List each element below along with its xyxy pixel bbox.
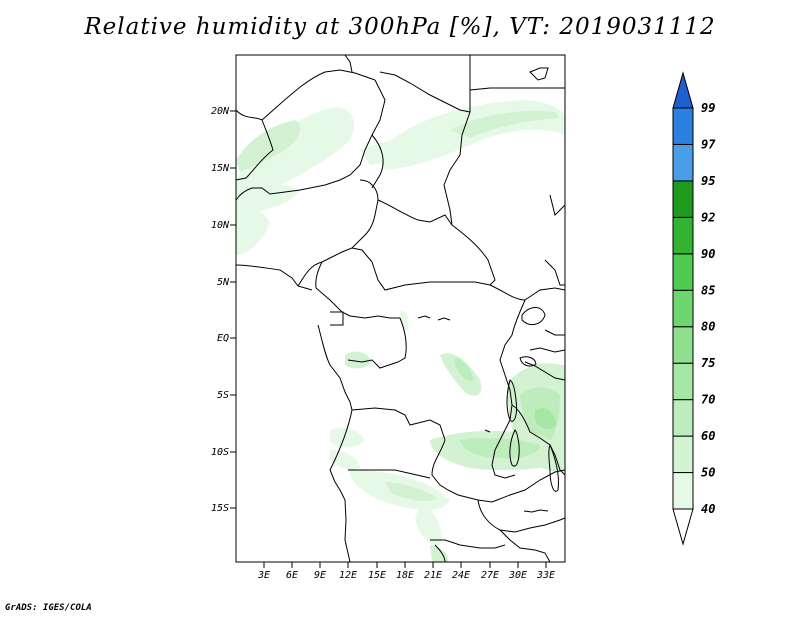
lon-label-18e: 18E	[396, 570, 414, 581]
lakes	[417, 67, 559, 513]
colorbar-label: 99	[701, 101, 715, 115]
colorbar-label: 75	[701, 356, 715, 370]
colorbar-segment	[672, 362, 694, 401]
lon-label-3e: 3E	[257, 570, 270, 581]
lat-label-10s: 10S	[211, 447, 229, 458]
axis-ticks	[230, 110, 547, 568]
colorbar-segment	[672, 472, 694, 510]
lon-label-27e: 27E	[481, 570, 499, 581]
lon-label-15e: 15E	[368, 570, 386, 581]
lon-label-6e: 6E	[286, 570, 298, 581]
colorbar-top-arrow	[672, 71, 694, 109]
map-frame	[235, 54, 566, 563]
humidity-shading	[236, 100, 565, 562]
colorbar-label: 95	[701, 174, 715, 188]
colorbar-label: 80	[701, 320, 715, 334]
colorbar-label: 40	[701, 502, 715, 516]
colorbar-label: 50	[701, 466, 715, 480]
lat-label-eq: EQ	[217, 333, 229, 344]
colorbar-segment	[672, 180, 694, 218]
lon-label-33e: 33E	[536, 570, 555, 581]
lat-label-5n: 5N	[217, 277, 230, 288]
colorbar: 40 50 60 70 75 80 85 90 92 95 97 99	[672, 71, 716, 546]
colorbar-segment	[672, 435, 694, 474]
chart-title: Relative humidity at 300hPa [%], VT: 201…	[84, 14, 716, 40]
lon-label-24e: 24E	[452, 570, 470, 581]
lat-label-15n: 15N	[211, 163, 230, 174]
country-borders	[235, 54, 566, 563]
colorbar-segment	[672, 253, 694, 291]
lat-label-15s: 15S	[211, 503, 229, 514]
colorbar-segment	[672, 143, 694, 182]
colorbar-segment	[672, 216, 694, 255]
colorbar-label: 85	[701, 283, 715, 297]
colorbar-label: 60	[701, 429, 715, 443]
grads-credit: GrADS: IGES/COLA	[5, 603, 92, 613]
colorbar-label: 70	[701, 393, 715, 407]
colorbar-label: 92	[701, 210, 715, 224]
lat-label-20n: 20N	[211, 106, 230, 117]
colorbar-segment	[672, 399, 694, 437]
lon-label-12e: 12E	[339, 570, 357, 581]
lat-label-5s: 5S	[217, 390, 229, 401]
colorbar-bottom-arrow	[672, 508, 694, 546]
lat-label-10n: 10N	[211, 220, 230, 231]
colorbar-segment	[672, 326, 694, 364]
colorbar-label: 97	[701, 137, 716, 151]
lon-label-21e: 21E	[424, 570, 442, 581]
colorbar-segment	[672, 107, 694, 145]
colorbar-segment	[672, 289, 694, 328]
lon-label-9e: 9E	[314, 570, 326, 581]
lon-label-30e: 30E	[508, 570, 527, 581]
colorbar-label: 90	[701, 247, 715, 261]
